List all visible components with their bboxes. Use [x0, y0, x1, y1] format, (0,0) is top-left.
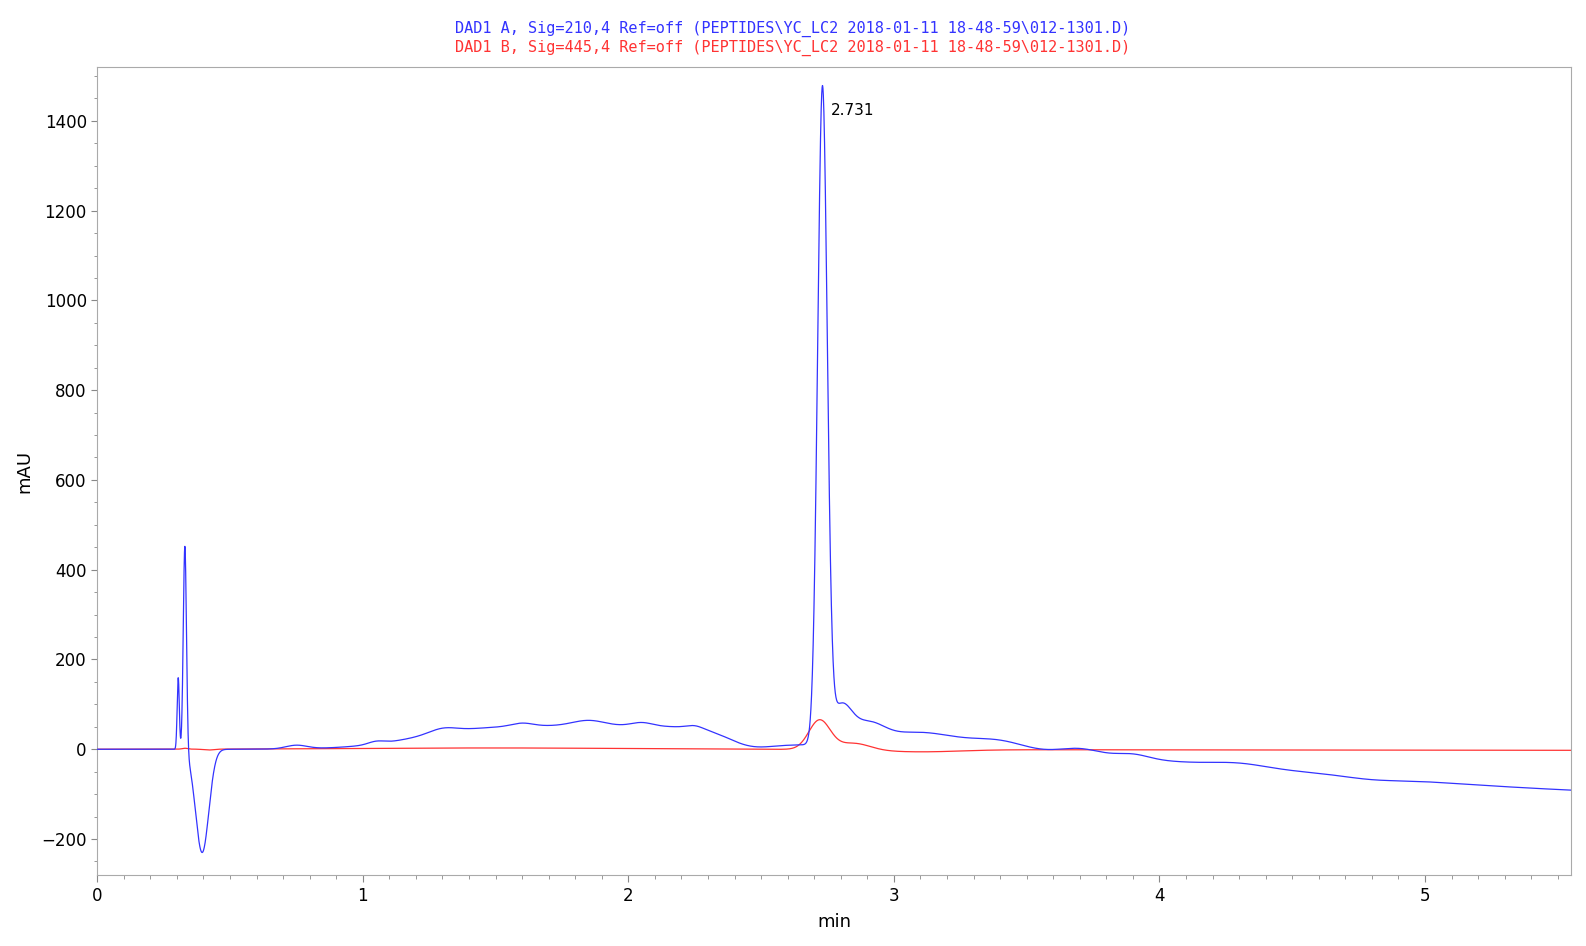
Y-axis label: mAU: mAU — [14, 449, 33, 493]
Text: DAD1 A, Sig=210,4 Ref=off (PEPTIDES\YC_LC2 2018-01-11 18-48-59\012-1301.D): DAD1 A, Sig=210,4 Ref=off (PEPTIDES\YC_L… — [455, 21, 1131, 37]
Text: 2.731: 2.731 — [831, 103, 874, 118]
Text: DAD1 B, Sig=445,4 Ref=off (PEPTIDES\YC_LC2 2018-01-11 18-48-59\012-1301.D): DAD1 B, Sig=445,4 Ref=off (PEPTIDES\YC_L… — [455, 40, 1131, 56]
X-axis label: min: min — [817, 913, 852, 931]
